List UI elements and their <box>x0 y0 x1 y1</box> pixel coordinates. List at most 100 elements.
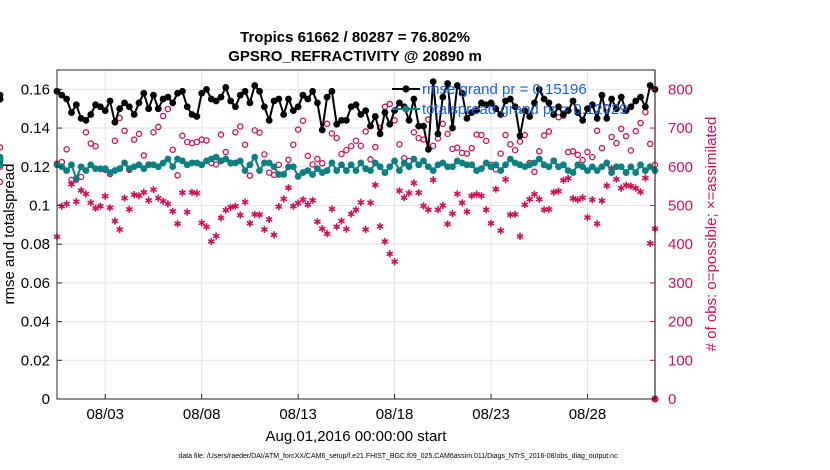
obs-possible-point <box>593 127 601 135</box>
totalspread-point <box>342 167 350 175</box>
rmse-point <box>260 103 268 111</box>
totalspread-point <box>617 163 625 171</box>
obs-assimilated-point <box>395 187 403 195</box>
totalspread-point <box>477 165 485 173</box>
x-tick-label: 08/13 <box>279 406 317 423</box>
rmse-point <box>101 107 109 115</box>
obs-assimilated-point <box>87 199 95 207</box>
obs-assimilated-point <box>174 220 182 228</box>
rmse-point <box>415 122 423 130</box>
y-left-tick-label: 0 <box>42 391 50 408</box>
obs-assimilated-point <box>193 189 201 197</box>
obs-assimilated-point <box>453 190 461 198</box>
rmse-point <box>97 103 104 111</box>
y-right-tick-label: 0 <box>668 391 676 408</box>
obs-assimilated-point <box>521 201 529 209</box>
obs-assimilated-point <box>149 186 157 194</box>
footer-data-file: data file: /Users/raeder/DAI/ATM_forcXX/… <box>178 453 618 460</box>
obs-assimilated-point <box>391 258 399 266</box>
rmse-point <box>511 103 519 111</box>
totalspread-point <box>154 163 162 171</box>
obs-possible-point <box>622 132 630 140</box>
obs-possible-point <box>169 146 176 153</box>
obs-assimilated-point <box>511 210 519 218</box>
obs-possible-point <box>309 161 316 168</box>
obs-assimilated-point <box>275 203 283 211</box>
rmse-point <box>584 105 591 113</box>
obs-assimilated-point <box>313 218 321 226</box>
totalspread-point <box>502 161 509 169</box>
rmse-point <box>637 93 644 101</box>
totalspread-point <box>116 165 124 173</box>
y-right-tick-label: 800 <box>668 81 693 98</box>
rmse-point <box>222 84 230 91</box>
rmse-point <box>323 93 331 101</box>
obs-assimilated-point <box>603 182 611 190</box>
totalspread-point <box>135 161 143 169</box>
totalspread-point <box>603 159 611 167</box>
totalspread-point <box>415 161 423 169</box>
obs-assimilated-point <box>270 231 278 239</box>
obs-assimilated-point <box>497 227 505 235</box>
obs-possible-point <box>429 142 437 150</box>
rmse-point <box>236 91 244 99</box>
rmse-point <box>555 103 562 111</box>
rmse-point <box>627 103 635 111</box>
axis-ticks: 0 0.02 0.04 0.06 0.08 0.1 0.12 0.14 0.16 08/03 08/… <box>21 70 693 423</box>
rmse-point <box>463 114 471 122</box>
obs-possible-point <box>121 127 128 135</box>
rmse-point <box>304 95 312 103</box>
totalspread-point <box>627 163 635 171</box>
obs-assimilated-point <box>256 211 264 219</box>
obs-assimilated-point <box>434 206 442 214</box>
totalspread-point <box>227 159 235 167</box>
totalspread-point <box>608 169 615 176</box>
rmse-point <box>550 111 558 118</box>
obs-assimilated-point <box>352 206 360 214</box>
rmse-point <box>492 105 500 113</box>
obs-possible-point <box>232 129 239 136</box>
totalspread-point <box>87 161 95 169</box>
totalspread-point <box>550 157 558 165</box>
obs-possible-point <box>299 117 307 124</box>
totalspread-point <box>270 163 278 171</box>
totalspread-point <box>309 171 316 178</box>
obs-assimilated-point <box>366 199 375 207</box>
totalspread-point <box>347 161 355 169</box>
rmse-point <box>371 113 379 120</box>
obs-possible-point <box>463 150 471 157</box>
rmse-point <box>289 107 297 115</box>
obs-assimilated-point <box>381 237 389 246</box>
totalspread-point <box>169 163 177 171</box>
obs-possible-point <box>304 152 312 160</box>
rmse-point <box>569 97 577 105</box>
rmse-point <box>531 99 538 107</box>
totalspread-point <box>492 161 500 169</box>
totalspread-point <box>584 167 591 175</box>
totalspread-point <box>260 159 268 167</box>
obs-assimilated-point <box>125 205 133 213</box>
totalspread-point <box>641 167 649 175</box>
rmse-point <box>593 114 601 122</box>
obs-assimilated-point <box>564 174 572 182</box>
obs-assimilated-point <box>246 219 254 227</box>
totalspread-point <box>82 167 90 175</box>
rmse-point <box>150 91 157 99</box>
obs-assimilated-point <box>82 190 90 198</box>
obs-possible-point <box>246 172 254 179</box>
obs-possible-point <box>540 132 548 139</box>
obs-possible-point <box>454 144 461 152</box>
chart-title-line1: Tropics 61662 / 80287 = 76.802% <box>240 29 470 46</box>
rmse-point <box>87 111 95 118</box>
obs-possible-point <box>217 131 225 138</box>
totalspread-point <box>588 163 596 171</box>
rmse-point <box>439 93 447 101</box>
rmse-point <box>410 95 418 103</box>
obs-assimilated-point <box>299 196 307 204</box>
totalspread-point <box>579 163 587 171</box>
totalspread-point <box>68 161 75 169</box>
rmse-point <box>598 91 606 99</box>
totalspread-point <box>333 167 341 175</box>
legend-rmse-label: rmse grand pr = 0.15196 <box>422 81 587 98</box>
y-left-tick-label: 0.12 <box>21 159 50 176</box>
